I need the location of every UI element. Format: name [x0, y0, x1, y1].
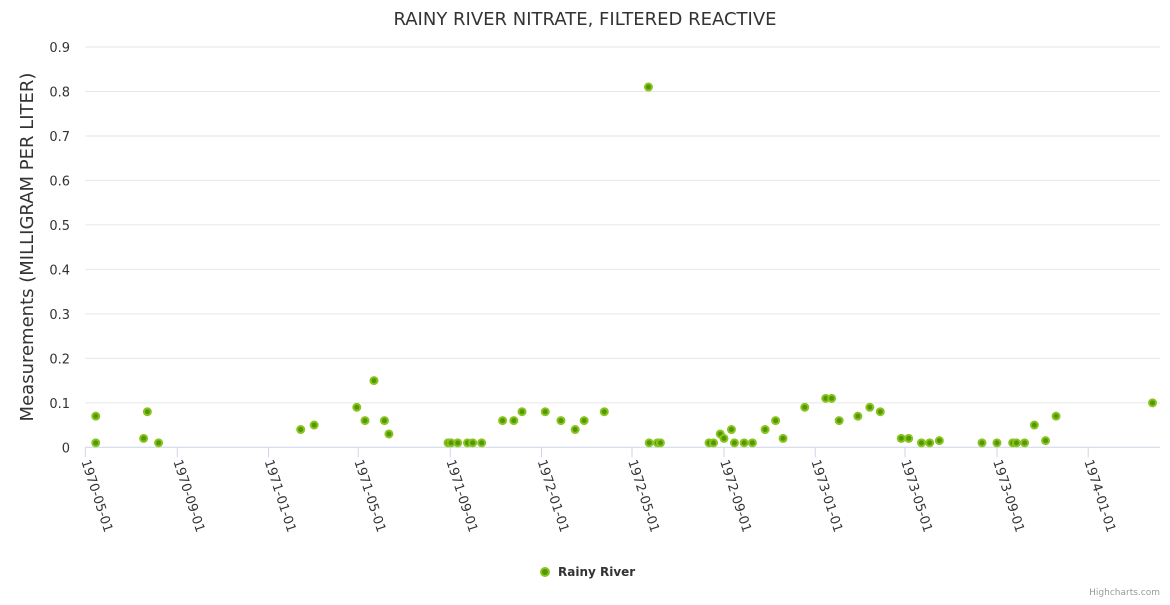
data-point[interactable] — [477, 438, 487, 448]
x-tick-label: 1973-05-01 — [897, 458, 935, 534]
y-tick-label: 0.6 — [49, 174, 70, 189]
data-point[interactable] — [309, 420, 319, 430]
y-tick-label: 0.5 — [49, 219, 70, 234]
data-point[interactable] — [540, 407, 550, 417]
data-point[interactable] — [570, 425, 580, 435]
data-point[interactable] — [360, 416, 370, 426]
credits-link[interactable]: Highcharts.com — [1089, 588, 1160, 598]
x-tick-label: 1970-05-01 — [77, 458, 115, 534]
data-point[interactable] — [709, 438, 719, 448]
data-point[interactable] — [453, 438, 463, 448]
data-point[interactable] — [934, 436, 944, 446]
data-point[interactable] — [599, 407, 609, 417]
data-point[interactable] — [142, 407, 152, 417]
x-tick-label: 1972-09-01 — [716, 458, 754, 534]
data-point[interactable] — [644, 438, 654, 448]
data-point[interactable] — [139, 433, 149, 443]
x-axis: 1970-05-01 1970-09-01 1971-01-01 1971-05-01… — [77, 446, 1160, 534]
data-point[interactable] — [154, 438, 164, 448]
chart-title: RAINY RIVER NITRATE, FILTERED REACTIVE — [393, 9, 776, 30]
data-point[interactable] — [865, 402, 875, 412]
data-point[interactable] — [91, 411, 101, 421]
data-point[interactable] — [352, 402, 362, 412]
grid-lines — [85, 46, 1160, 404]
data-point[interactable] — [468, 438, 478, 448]
legend-label[interactable]: Rainy River — [558, 565, 635, 579]
y-tick-label: 0.2 — [49, 352, 70, 367]
x-tick-label: 1970-09-01 — [169, 458, 207, 534]
data-point[interactable] — [977, 438, 987, 448]
x-tick-label: 1971-01-01 — [261, 458, 299, 534]
data-point[interactable] — [739, 438, 749, 448]
data-point[interactable] — [1148, 398, 1158, 408]
series-rainy-river[interactable] — [91, 82, 1158, 448]
data-point[interactable] — [729, 438, 739, 448]
y-tick-label: 0.7 — [49, 130, 70, 145]
data-point[interactable] — [643, 82, 653, 92]
data-point[interactable] — [509, 416, 519, 426]
data-point[interactable] — [827, 393, 837, 403]
data-point[interactable] — [1051, 411, 1061, 421]
data-point[interactable] — [760, 425, 770, 435]
y-tick-label: 0 — [62, 441, 70, 456]
data-point[interactable] — [498, 416, 508, 426]
data-point[interactable] — [1029, 420, 1039, 430]
y-tick-label: 0.8 — [49, 85, 70, 100]
legend-marker — [540, 567, 550, 577]
data-point[interactable] — [579, 416, 589, 426]
data-point[interactable] — [992, 438, 1002, 448]
data-point[interactable] — [556, 416, 566, 426]
data-point[interactable] — [1041, 436, 1051, 446]
data-point[interactable] — [896, 433, 906, 443]
data-point[interactable] — [1011, 438, 1021, 448]
x-tick-label: 1972-05-01 — [624, 458, 662, 534]
y-axis-title: Measurements (MILLIGRAM PER LITER) — [17, 73, 38, 422]
y-axis-ticks: 0 0.1 0.2 0.3 0.4 0.5 0.6 0.7 0.8 0.9 — [49, 41, 70, 456]
x-tick-label: 1972-01-01 — [534, 458, 572, 534]
x-tick-label: 1974-01-01 — [1080, 458, 1118, 534]
y-tick-label: 0.4 — [49, 263, 70, 278]
y-tick-label: 0.9 — [49, 41, 70, 56]
x-tick-label: 1971-09-01 — [442, 458, 480, 534]
x-tick-label: 1971-05-01 — [350, 458, 388, 534]
data-point[interactable] — [875, 407, 885, 417]
data-point[interactable] — [384, 429, 394, 439]
y-tick-label: 0.3 — [49, 308, 70, 323]
data-point[interactable] — [834, 416, 844, 426]
data-point[interactable] — [853, 411, 863, 421]
data-point[interactable] — [379, 416, 389, 426]
data-point[interactable] — [916, 438, 926, 448]
y-tick-label: 0.1 — [49, 397, 70, 412]
data-point[interactable] — [778, 433, 788, 443]
data-point[interactable] — [369, 376, 379, 386]
legend-item-rainy-river[interactable]: Rainy River — [540, 565, 635, 579]
data-point[interactable] — [771, 416, 781, 426]
data-point[interactable] — [655, 438, 665, 448]
data-point[interactable] — [1020, 438, 1030, 448]
data-point[interactable] — [719, 433, 729, 443]
data-point[interactable] — [726, 425, 736, 435]
data-point[interactable] — [904, 433, 914, 443]
data-point[interactable] — [296, 425, 306, 435]
data-point[interactable] — [91, 438, 101, 448]
x-tick-label: 1973-01-01 — [807, 458, 845, 534]
x-tick-label: 1973-09-01 — [989, 458, 1027, 534]
data-point[interactable] — [747, 438, 757, 448]
data-point[interactable] — [800, 402, 810, 412]
data-point[interactable] — [517, 407, 527, 417]
data-point[interactable] — [925, 438, 935, 448]
